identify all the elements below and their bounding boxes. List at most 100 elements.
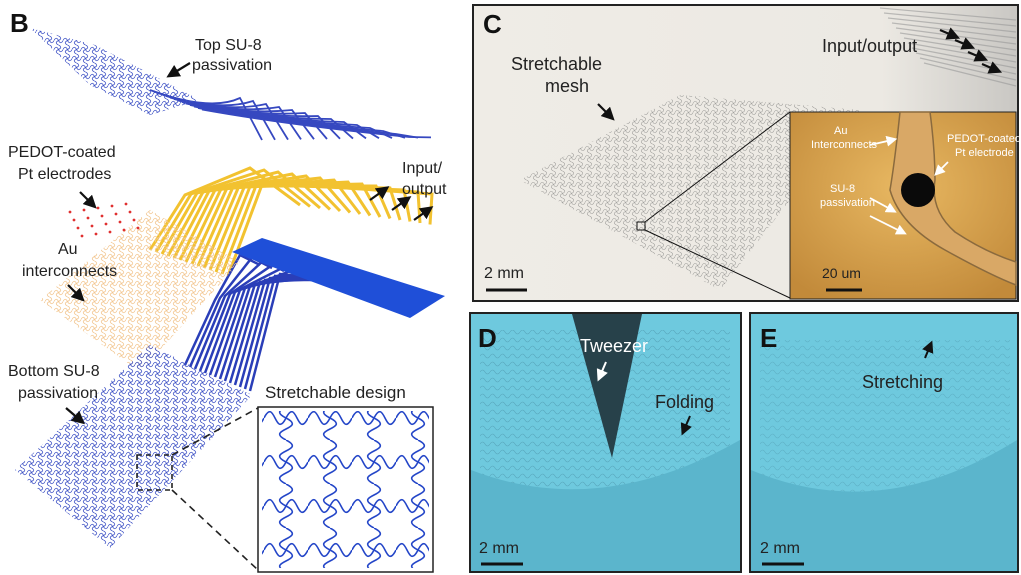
- trace: [201, 108, 432, 139]
- arrow: [981, 61, 1003, 74]
- panel-letter: D: [478, 323, 497, 353]
- arrow: [413, 206, 434, 221]
- label: SU-8 passivation: [820, 183, 875, 209]
- label-line: PEDOT-coated: [947, 133, 1021, 145]
- io-trace: [879, 7, 1017, 21]
- trace: [166, 172, 332, 257]
- electrode-dot: [100, 214, 104, 218]
- electrode-dot: [82, 208, 86, 212]
- bottom-su8-mesh: [15, 345, 252, 548]
- arrow: [67, 284, 85, 302]
- electrode-dot: [80, 234, 84, 238]
- electrode-dot: [76, 226, 80, 230]
- label: Stretchable mesh: [511, 54, 602, 96]
- arrow: [680, 415, 692, 436]
- arrow: [869, 135, 898, 147]
- io-trace: [907, 42, 1017, 63]
- arrow: [166, 62, 191, 78]
- electrode-dot: [122, 228, 126, 232]
- label-line: passivation: [820, 197, 875, 209]
- dish-edge: [751, 440, 1017, 571]
- io-trace: [883, 12, 1017, 27]
- label: Au Interconnects: [811, 125, 878, 151]
- scale-label: 2 mm: [760, 540, 800, 557]
- arrow: [869, 215, 907, 235]
- label-line: Pt electrodes: [18, 166, 111, 183]
- label-line: passivation: [192, 57, 272, 74]
- scale-label: 20 um: [822, 265, 861, 281]
- electrode: [901, 173, 935, 207]
- arrow: [934, 161, 949, 176]
- electrode-dot: [132, 218, 136, 222]
- top-su8-mesh: [30, 28, 200, 115]
- zoom-line: [644, 111, 791, 223]
- label-line: Au: [834, 125, 847, 137]
- label-line: Au: [58, 241, 78, 258]
- electrode-dot: [118, 220, 122, 224]
- zoom-line: [171, 489, 259, 571]
- dish-edge: [471, 440, 740, 571]
- io-trace: [919, 57, 1017, 81]
- electrode-dot: [86, 216, 90, 220]
- label-line: interconnects: [22, 263, 117, 280]
- panel-b: B Top SU-8 passivation PEDOT-coated Pt ele…: [8, 8, 447, 573]
- label: Bottom SU-8 passivation: [8, 363, 100, 402]
- label: Stretchable design: [265, 383, 406, 402]
- panel-letter: C: [483, 9, 502, 39]
- label-line: Pt electrode: [955, 147, 1014, 159]
- label-line: PEDOT-coated: [8, 144, 116, 161]
- label-line: mesh: [545, 76, 589, 96]
- zoom-box: [636, 221, 646, 231]
- electrode-dot: [114, 212, 118, 216]
- arrow: [391, 196, 412, 211]
- electrode-dot: [104, 222, 108, 226]
- zoom-line: [644, 229, 791, 299]
- panel-d: D Tweezer Folding 2 mm: [469, 312, 742, 573]
- panel-letter: B: [10, 8, 29, 38]
- arrow: [939, 27, 961, 40]
- label-line: Top SU-8: [195, 37, 262, 54]
- trace: [889, 111, 1017, 287]
- electrode-dot: [96, 206, 100, 210]
- label-line: Stretchable: [511, 54, 602, 74]
- electrode-dot: [110, 204, 114, 208]
- zoom-line: [171, 407, 259, 456]
- scale-label: 2 mm: [484, 265, 524, 282]
- tweezer: [572, 314, 642, 458]
- label-line: Input/: [402, 160, 443, 177]
- panel-e: E Stretching 2 mm: [749, 312, 1019, 573]
- label-line: Interconnects: [811, 139, 878, 151]
- label: Top SU-8 passivation: [192, 37, 272, 74]
- scale-label: 2 mm: [479, 540, 519, 557]
- arrow: [596, 361, 608, 382]
- design-pattern: [262, 411, 429, 568]
- io-trace: [887, 17, 1017, 33]
- panel-c: C Stretchable mesh Input/output Au Interco…: [472, 4, 1021, 302]
- electrode-dot: [94, 232, 98, 236]
- label: PEDOT-coated Pt electrode: [947, 133, 1021, 159]
- electrode-dot: [68, 210, 72, 214]
- panel-letter: E: [760, 323, 777, 353]
- trace: [160, 170, 321, 255]
- mesh-image: [520, 95, 860, 290]
- arrow: [967, 49, 989, 62]
- electrode-dot: [128, 210, 132, 214]
- label-line: SU-8: [830, 183, 855, 195]
- label: PEDOT-coated Pt electrodes: [8, 144, 116, 183]
- electrode-dot: [90, 224, 94, 228]
- label: Input/output: [822, 36, 917, 56]
- electrode-dot: [136, 226, 140, 230]
- label-line: Bottom SU-8: [8, 363, 100, 380]
- electrode-dot: [124, 202, 128, 206]
- label: Tweezer: [580, 336, 648, 356]
- label-line: passivation: [18, 385, 98, 402]
- io-trace: [923, 62, 1017, 87]
- label: Input/output: [402, 160, 447, 198]
- electrode-dot: [108, 230, 112, 234]
- label-line: output: [402, 181, 447, 198]
- label: Au interconnects: [22, 241, 117, 280]
- label: Folding: [655, 392, 714, 412]
- trace: [154, 168, 311, 253]
- arrow: [922, 340, 934, 359]
- arrow: [79, 191, 97, 209]
